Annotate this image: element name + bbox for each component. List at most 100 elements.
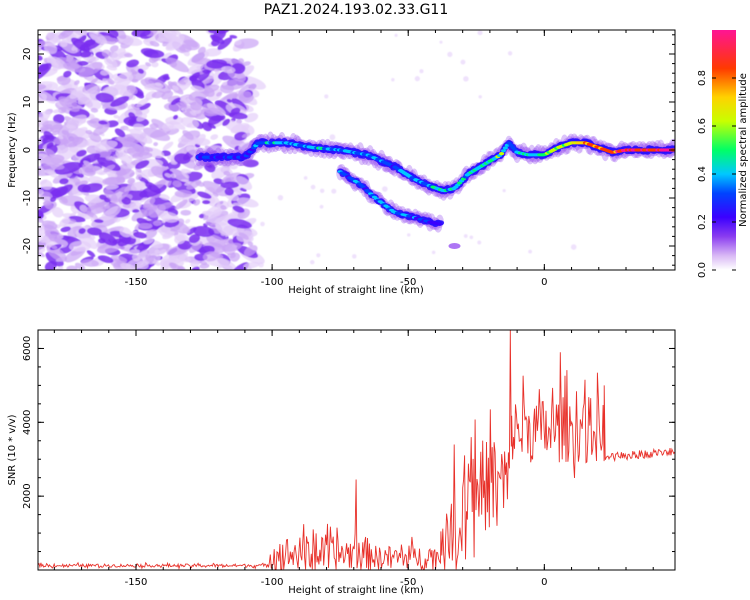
noise-speckle bbox=[51, 130, 60, 136]
noise-speckle bbox=[216, 257, 237, 270]
spectrogram-ylabel: Frequency (Hz) bbox=[7, 112, 18, 188]
noise-speckle bbox=[95, 92, 115, 103]
noise-speckle bbox=[180, 209, 192, 216]
noise-speckle bbox=[239, 91, 252, 103]
noise-speckle bbox=[439, 40, 443, 44]
noise-speckle bbox=[132, 152, 153, 160]
noise-speckle bbox=[188, 89, 210, 102]
noise-speckle bbox=[189, 110, 197, 116]
noise-speckle bbox=[507, 51, 513, 56]
noise-speckle bbox=[226, 98, 233, 103]
noise-speckle bbox=[154, 249, 160, 254]
noise-speckle bbox=[169, 168, 189, 182]
noise-speckle bbox=[477, 240, 482, 245]
noise-speckle bbox=[172, 180, 182, 188]
noise-speckle bbox=[92, 124, 110, 136]
colorbar-gradient bbox=[712, 30, 736, 270]
noise-speckle bbox=[206, 234, 226, 248]
noise-speckle bbox=[223, 170, 231, 176]
spectrogram-xtick-label: -150 bbox=[125, 277, 148, 288]
noise-speckle bbox=[113, 71, 133, 84]
noise-speckle bbox=[213, 178, 224, 185]
noise-speckle bbox=[221, 66, 236, 74]
noise-speckle bbox=[169, 262, 177, 269]
noise-speckle bbox=[174, 189, 193, 198]
noise-speckle bbox=[162, 141, 174, 151]
noise-speckle bbox=[117, 236, 131, 247]
noise-speckle bbox=[54, 184, 73, 198]
noise-speckle bbox=[579, 148, 583, 153]
snr-xtick-label: -50 bbox=[400, 577, 416, 588]
noise-speckle bbox=[316, 253, 321, 258]
noise-speckle bbox=[209, 252, 224, 259]
noise-speckle bbox=[38, 242, 46, 249]
noise-speckle bbox=[158, 202, 174, 210]
noise-speckle bbox=[232, 205, 245, 213]
noise-speckle bbox=[85, 129, 93, 135]
noise-speckle bbox=[243, 262, 260, 269]
colorbar-label: Normalized spectral amplitude bbox=[738, 73, 749, 227]
noise-speckle bbox=[121, 196, 131, 205]
noise-speckle bbox=[129, 202, 142, 211]
noise-speckle bbox=[100, 205, 122, 222]
noise-speckle bbox=[131, 209, 148, 222]
noise-speckle bbox=[212, 209, 222, 217]
noise-speckle bbox=[570, 244, 577, 250]
noise-speckle bbox=[46, 32, 61, 43]
noise-speckle bbox=[38, 63, 50, 72]
noise-speckle bbox=[70, 37, 90, 53]
noise-speckle bbox=[233, 188, 242, 196]
noise-speckle bbox=[137, 68, 144, 74]
noise-speckle bbox=[91, 149, 112, 164]
noise-speckle bbox=[78, 228, 86, 234]
noise-speckle bbox=[142, 203, 153, 211]
noise-speckle bbox=[124, 53, 133, 58]
noise-speckle bbox=[110, 96, 130, 107]
noise-speckle bbox=[172, 115, 179, 120]
noise-speckle bbox=[129, 172, 135, 177]
noise-speckle bbox=[310, 259, 315, 265]
noise-speckle bbox=[178, 44, 192, 53]
snr-axes-frame bbox=[37, 329, 676, 571]
spectrogram-xtick-label: -100 bbox=[261, 277, 284, 288]
noise-speckle bbox=[44, 148, 55, 157]
noise-speckle bbox=[40, 154, 65, 166]
noise-speckle bbox=[215, 221, 234, 236]
noise-speckle bbox=[193, 199, 201, 206]
noise-speckle bbox=[53, 114, 65, 124]
noise-speckle bbox=[190, 85, 205, 92]
noise-speckle bbox=[132, 209, 140, 213]
noise-speckle bbox=[75, 230, 98, 250]
noise-speckle bbox=[115, 150, 133, 164]
noise-speckle bbox=[221, 242, 242, 252]
noise-speckle bbox=[58, 134, 64, 140]
noise-speckle bbox=[60, 226, 71, 233]
noise-speckle bbox=[463, 234, 468, 238]
noise-speckle bbox=[205, 210, 229, 226]
noise-speckle bbox=[170, 160, 178, 165]
noise-speckle bbox=[277, 194, 284, 201]
noise-speckle bbox=[100, 69, 110, 76]
noise-speckle bbox=[209, 145, 226, 153]
noise-speckle bbox=[144, 181, 162, 194]
noise-speckle bbox=[167, 251, 189, 265]
noise-speckle bbox=[174, 234, 186, 245]
noise-speckle bbox=[114, 128, 126, 138]
noise-speckle bbox=[144, 83, 164, 91]
noise-speckle bbox=[40, 124, 53, 131]
noise-speckle bbox=[133, 231, 147, 239]
noise-speckle bbox=[194, 139, 201, 144]
noise-speckle bbox=[419, 69, 424, 74]
figure-title: PAZ1.2024.193.02.33.G11 bbox=[264, 2, 449, 18]
colorbar: 0.0 0.2 0.4 0.6 0.8 Normalized spectral ampl… bbox=[697, 30, 749, 278]
noise-speckle bbox=[162, 231, 175, 240]
main-ridge bbox=[194, 131, 675, 201]
noise-speckle bbox=[103, 56, 118, 69]
snr-ytick-label: 4000 bbox=[22, 410, 33, 435]
noise-speckle bbox=[59, 217, 71, 227]
noise-speckle bbox=[63, 62, 86, 73]
noise-speckle bbox=[130, 181, 146, 191]
noise-speckle bbox=[159, 193, 170, 201]
noise-speckle bbox=[247, 241, 254, 247]
